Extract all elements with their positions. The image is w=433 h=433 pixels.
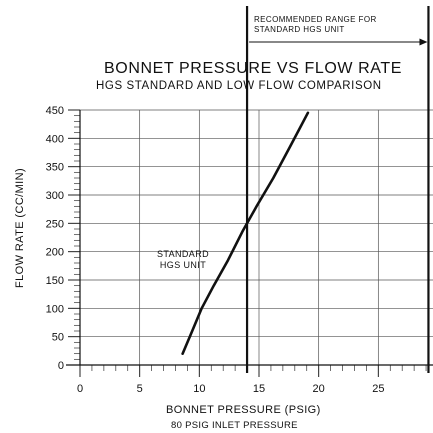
recommended-range-line1: RECOMMENDED RANGE FOR <box>254 15 377 24</box>
y-tick-label: 250 <box>46 218 64 230</box>
range-arrow-head <box>419 38 428 46</box>
x-tick-label: 20 <box>313 383 325 395</box>
ticks-layer <box>68 109 427 377</box>
recommended-range-line2: STANDARD HGS UNIT <box>254 25 345 34</box>
y-tick-label: 300 <box>46 190 64 202</box>
series-layer <box>181 111 310 355</box>
x-tick-label: 10 <box>193 383 205 395</box>
x-tick-label: 25 <box>372 383 384 395</box>
y-tick-label: 200 <box>46 247 64 259</box>
y-tick-label: 150 <box>46 275 64 287</box>
y-tick-label: 400 <box>46 133 64 145</box>
chart-subtitle: HGS STANDARD AND LOW FLOW COMPARISON <box>96 80 382 92</box>
chart-title: BONNET PRESSURE VS FLOW RATE <box>104 60 403 77</box>
x-axis-note: 80 PSIG INLET PRESSURE <box>171 420 298 431</box>
recommended-range-label: RECOMMENDED RANGE FOR STANDARD HGS UNIT <box>254 15 377 35</box>
series-line-standard-hgs <box>181 111 310 355</box>
x-tick-label: 0 <box>77 383 83 395</box>
range-layer <box>245 6 430 373</box>
x-axis-title: BONNET PRESSURE (PSIG) <box>166 404 321 416</box>
y-tick-label: 350 <box>46 162 64 174</box>
y-tick-label: 50 <box>52 332 64 344</box>
label-layer: 05010015020025030035040045005101520253ST… <box>46 105 385 395</box>
y-tick-label: 0 <box>58 360 64 372</box>
y-tick-label: 450 <box>46 105 64 117</box>
y-tick-label: 100 <box>46 303 64 315</box>
y-axis-title: FLOW RATE (CC/MIN) <box>14 167 26 288</box>
series-label-line1: STANDARD <box>157 249 209 259</box>
x-tick-label: 5 <box>137 383 143 395</box>
x-tick-label: 15 <box>253 383 265 395</box>
grid-layer <box>80 109 433 365</box>
series-label-line2: HGS UNIT <box>160 260 206 270</box>
axis-layer <box>66 110 433 366</box>
